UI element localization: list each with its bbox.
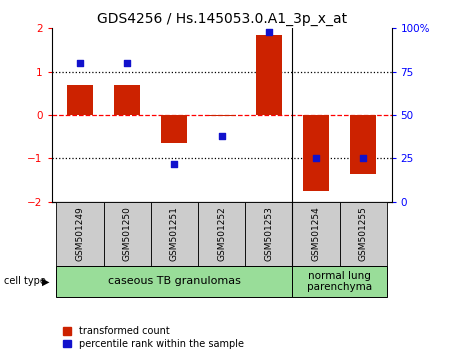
Text: GSM501252: GSM501252 bbox=[217, 206, 226, 261]
Text: GSM501255: GSM501255 bbox=[359, 206, 368, 261]
Bar bbox=[151, 202, 198, 266]
Bar bbox=[256, 35, 282, 115]
Text: GSM501250: GSM501250 bbox=[123, 206, 132, 261]
Bar bbox=[292, 202, 340, 266]
Text: GSM501254: GSM501254 bbox=[311, 206, 320, 261]
Text: GSM501253: GSM501253 bbox=[264, 206, 273, 261]
Point bbox=[171, 161, 178, 166]
Bar bbox=[340, 202, 387, 266]
Bar bbox=[56, 202, 104, 266]
Bar bbox=[209, 115, 234, 116]
Point bbox=[312, 156, 319, 161]
Text: GSM501249: GSM501249 bbox=[76, 206, 85, 261]
Text: cell type: cell type bbox=[4, 276, 46, 286]
Point bbox=[76, 60, 84, 66]
Text: normal lung
parenchyma: normal lung parenchyma bbox=[307, 270, 372, 292]
Legend: transformed count, percentile rank within the sample: transformed count, percentile rank withi… bbox=[63, 326, 244, 349]
Bar bbox=[56, 266, 292, 297]
Point bbox=[265, 29, 272, 35]
Title: GDS4256 / Hs.145053.0.A1_3p_x_at: GDS4256 / Hs.145053.0.A1_3p_x_at bbox=[97, 12, 346, 26]
Point bbox=[124, 60, 131, 66]
Text: GSM501251: GSM501251 bbox=[170, 206, 179, 261]
Bar bbox=[245, 202, 292, 266]
Bar bbox=[198, 202, 245, 266]
Point bbox=[218, 133, 225, 139]
Bar bbox=[292, 266, 387, 297]
Text: caseous TB granulomas: caseous TB granulomas bbox=[108, 276, 241, 286]
Point bbox=[360, 156, 367, 161]
Bar bbox=[162, 115, 187, 143]
Bar bbox=[67, 85, 93, 115]
Bar bbox=[303, 115, 329, 191]
Text: ▶: ▶ bbox=[42, 276, 50, 286]
Bar bbox=[114, 85, 140, 115]
Bar bbox=[350, 115, 376, 173]
Bar bbox=[104, 202, 151, 266]
